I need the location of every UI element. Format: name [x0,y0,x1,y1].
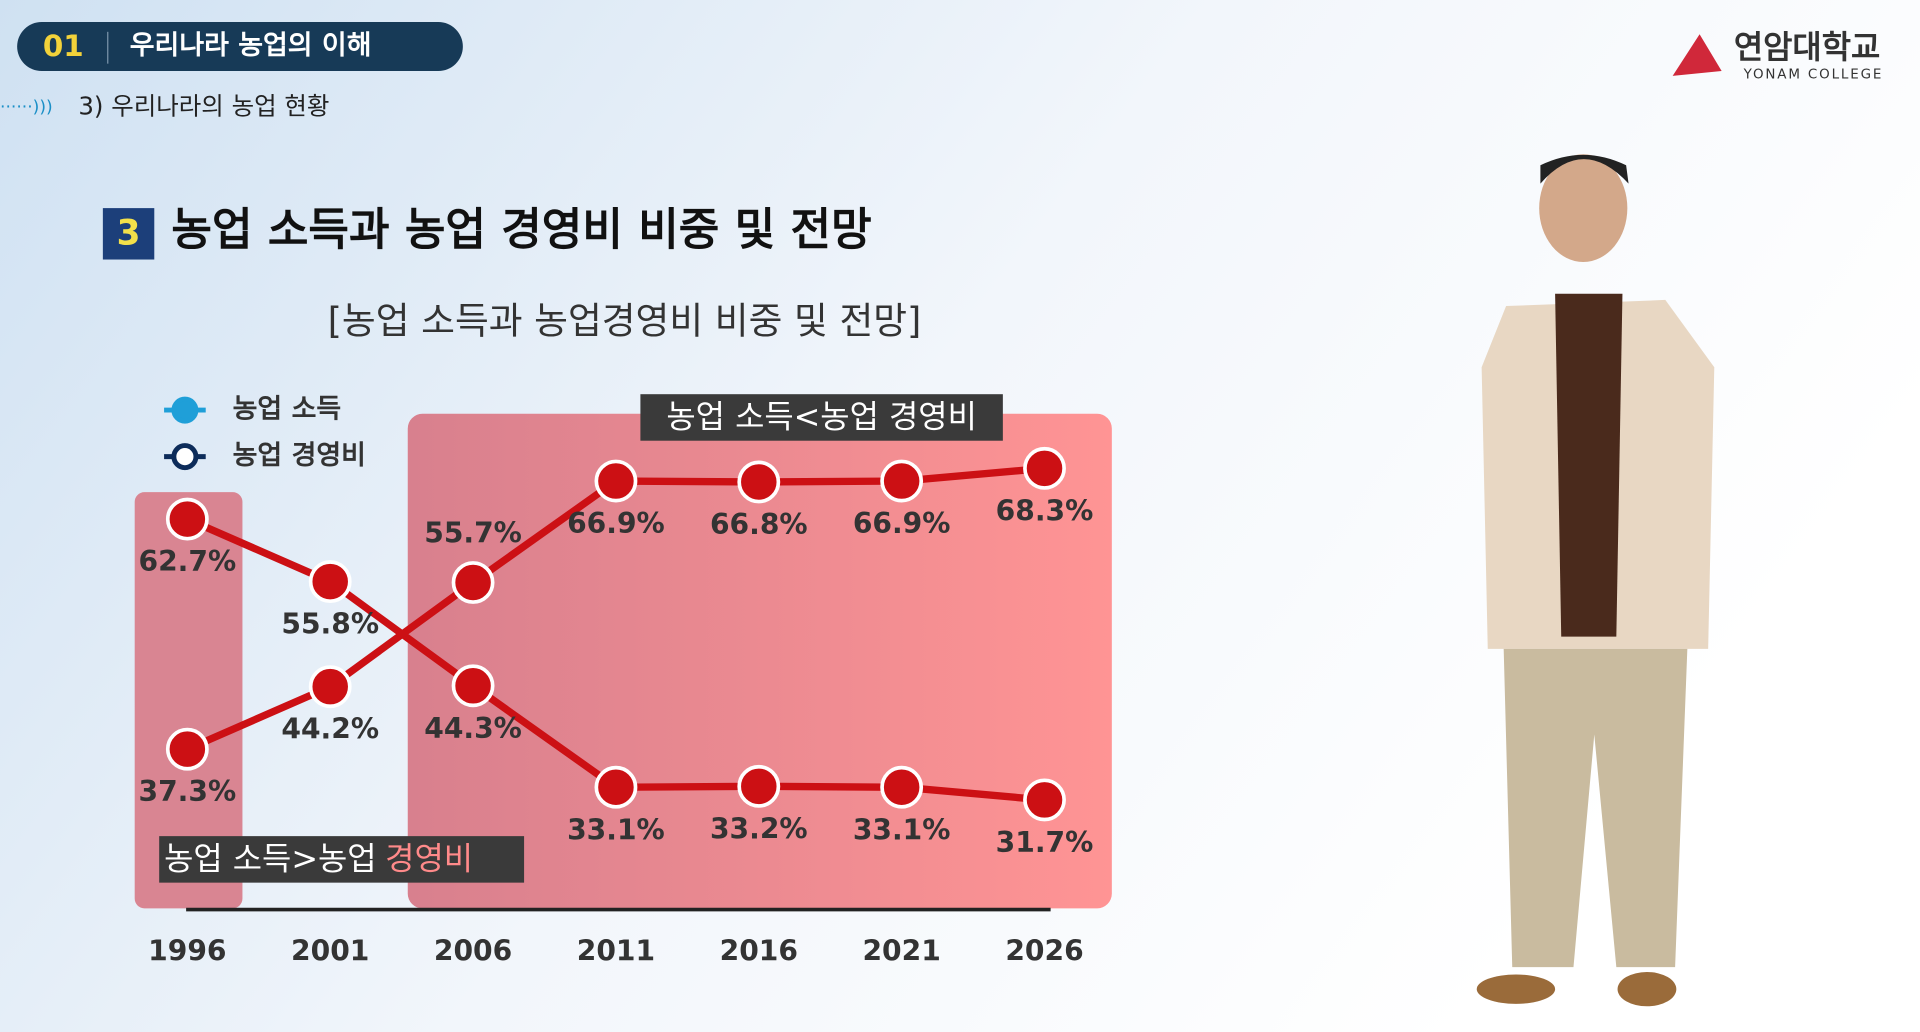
value-label: 33.1% [853,813,951,846]
point [451,664,495,708]
value-label: 31.7% [996,826,1094,859]
header-pill [17,22,463,72]
point [165,727,209,771]
x-tick-label: 2001 [291,934,369,967]
value-label: 55.7% [424,517,522,550]
x-tick-label: 1996 [148,934,226,967]
value-label: 33.1% [567,813,665,846]
logo-name: 연암대학교 [1734,28,1880,66]
region-1 [134,492,243,909]
point [594,459,638,503]
value-label: 44.3% [424,712,522,745]
header-number: 01 [43,29,84,63]
value-label: 66.9% [853,507,951,540]
x-tick-label: 2026 [1005,934,1083,967]
header-subtitle: 3) 우리나라의 농업 현황 [78,92,329,121]
annotation: 농업 소득<농업 경영비 [666,398,976,436]
section-number: 3 [117,214,141,254]
value-label: 62.7% [139,545,237,578]
presenter [1476,154,1715,1007]
point [880,459,924,503]
legend-marker [171,443,199,471]
value-label: 55.8% [281,608,379,641]
legend-label: 농업 경영비 [233,440,366,471]
value-label: 33.2% [710,812,808,845]
point [1023,446,1066,490]
annotation-box [640,394,1003,441]
x-tick-label: 2021 [862,934,940,967]
header-title: 우리나라 농업의 이해 [130,30,372,61]
section-badge [102,208,155,260]
value-label: 37.3% [139,775,237,808]
logo-mark [1672,34,1722,76]
point [165,497,209,541]
value-label: 66.8% [710,508,808,541]
x-tick-label: 2011 [577,934,655,967]
annotation-part: 경영비 [385,840,473,878]
legend-label: 농업 소득 [233,394,341,425]
region-2 [407,413,1112,909]
section-title: 농업 소득과 농업 경영비 비중 및 전망 [171,205,871,256]
x-tick-label: 2006 [434,934,512,967]
point [737,764,781,808]
value-label: 66.9% [567,507,665,540]
point [594,765,638,809]
point [308,560,352,604]
logo-english: YONAM COLLEGE [1743,68,1884,83]
value-label: 68.3% [996,494,1094,527]
annotation: 농업 소득>농업 경영비 [164,840,473,878]
dots: ······))) [0,98,53,118]
point [880,765,924,809]
point [308,665,352,709]
legend-marker [171,396,199,424]
x-tick-label: 2016 [720,934,798,967]
value-label: 44.2% [281,713,379,746]
point [737,460,781,504]
annotation-part: 농업 소득>농업 [164,840,377,878]
point [1023,778,1066,822]
point [451,561,495,604]
annotation-box [159,836,525,883]
chart-title: [농업 소득과 농업경영비 비중 및 전망] [328,300,922,343]
